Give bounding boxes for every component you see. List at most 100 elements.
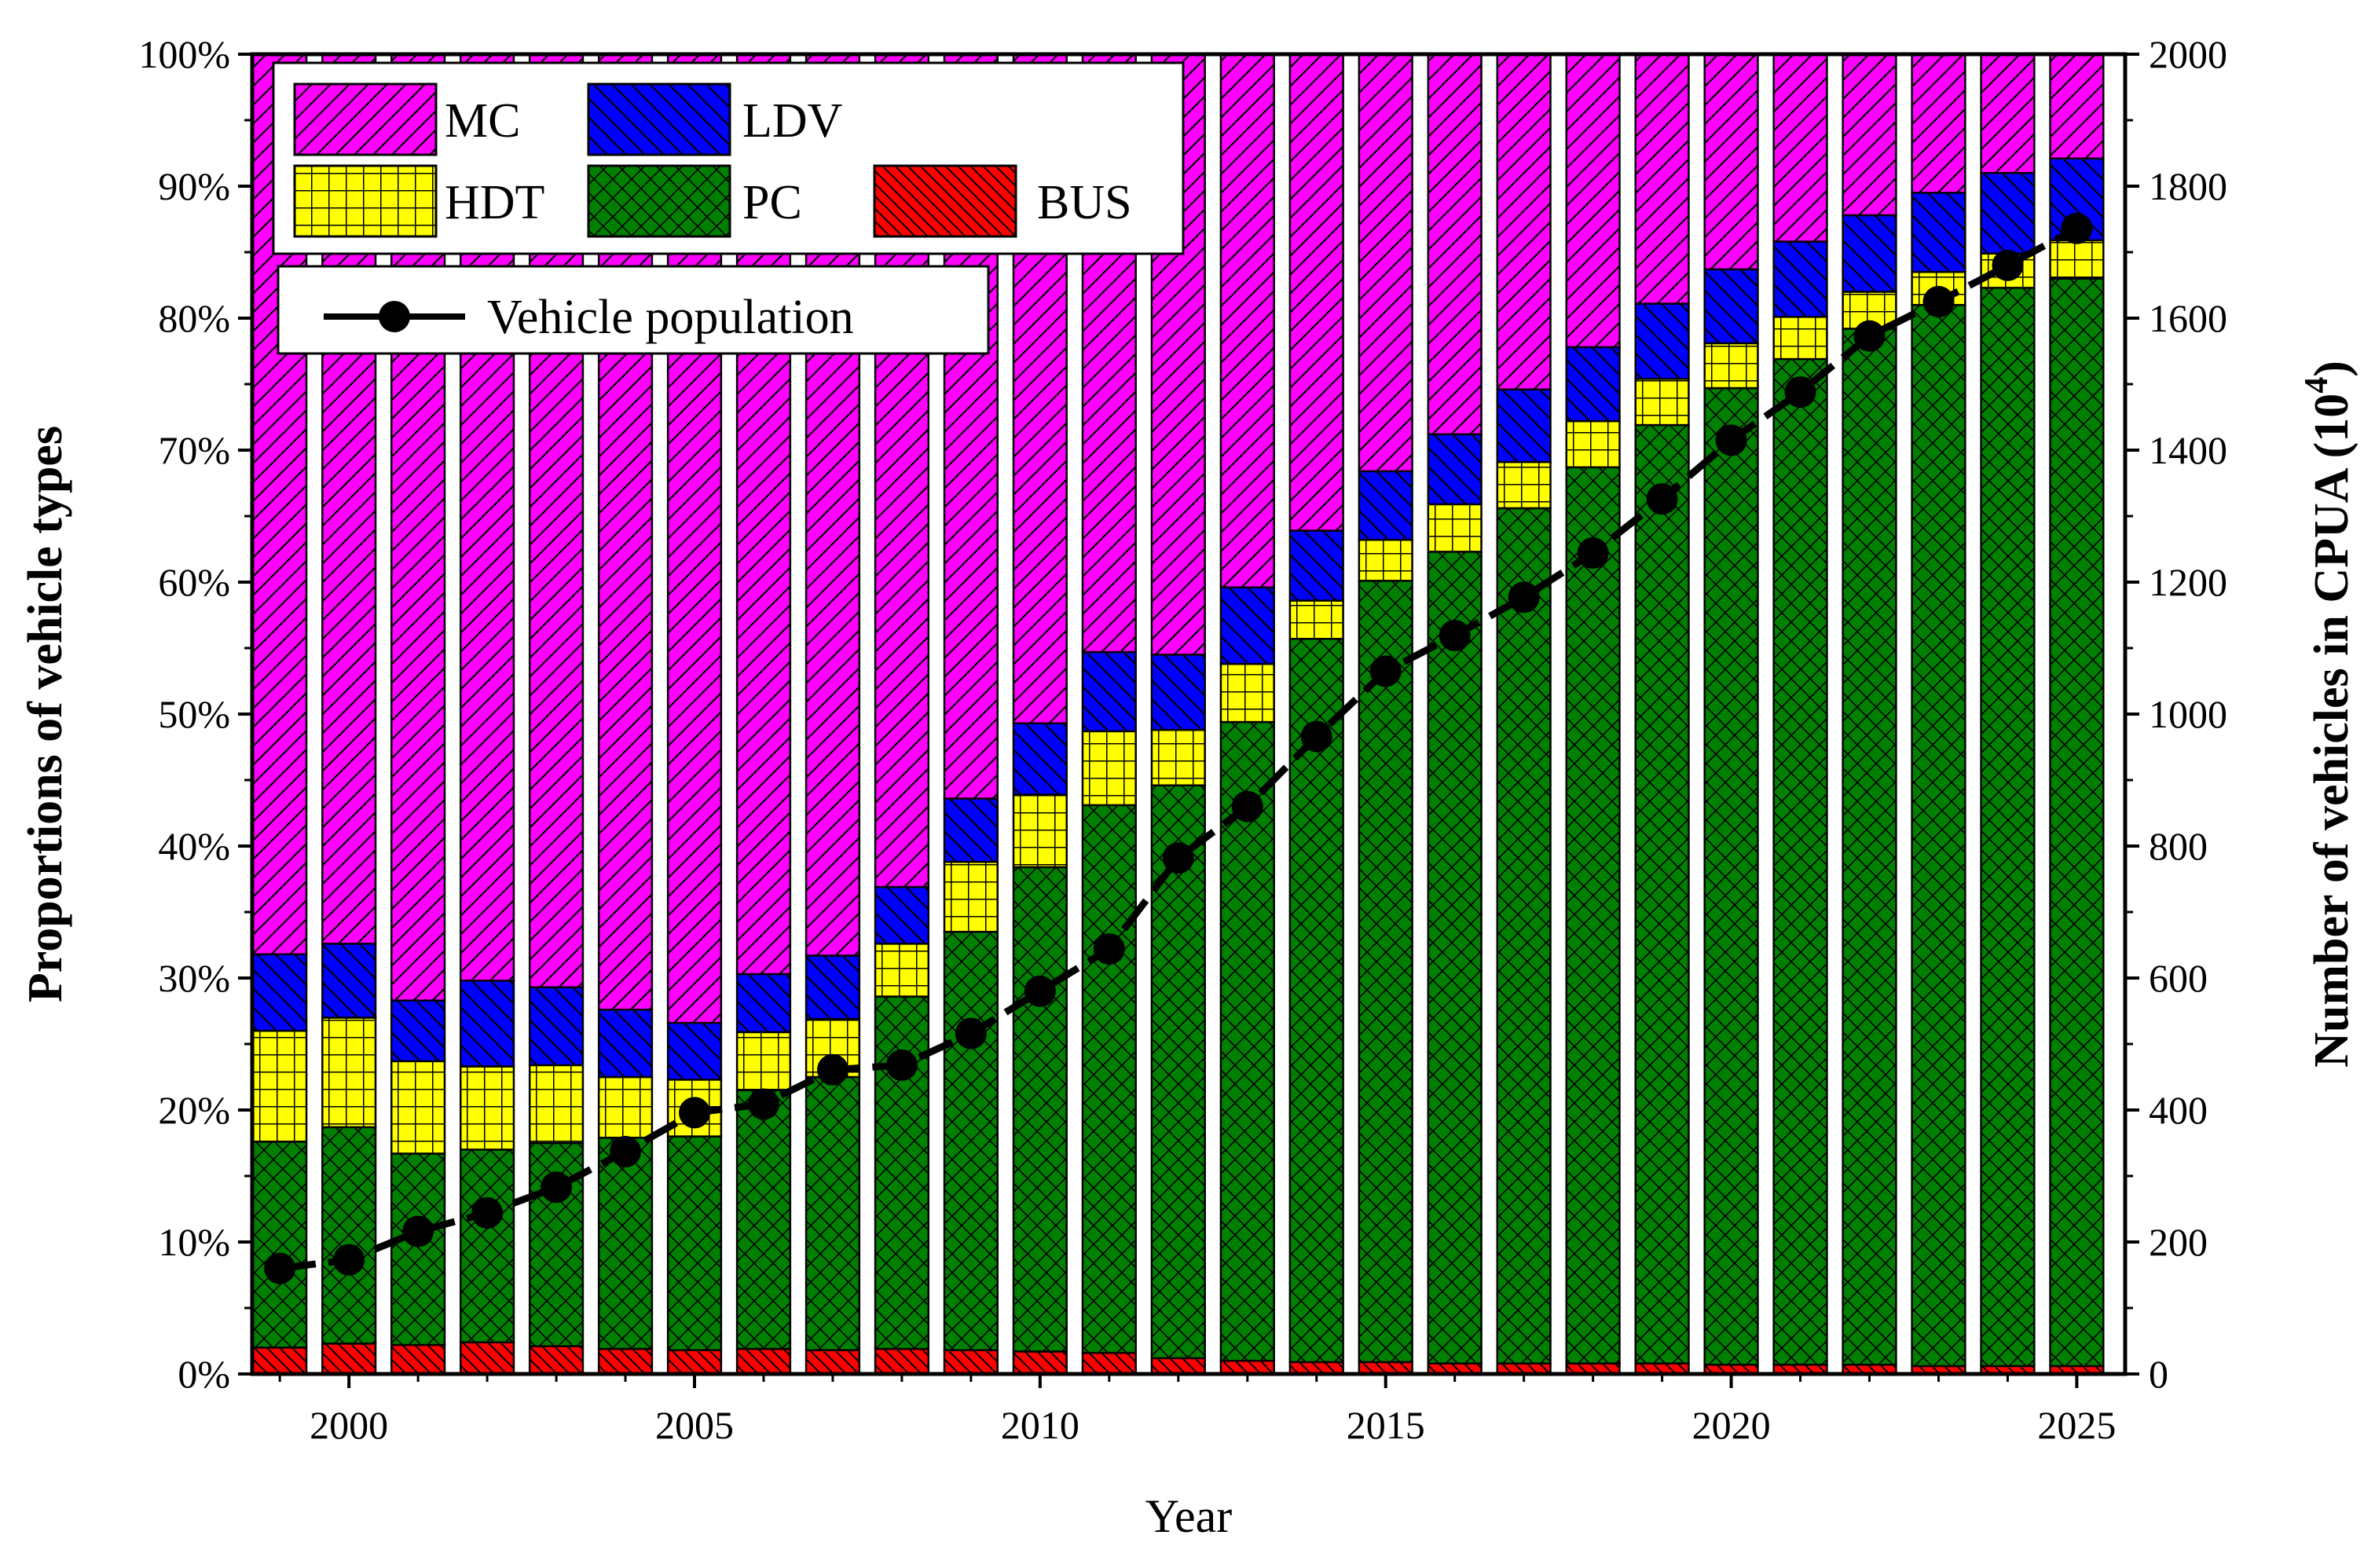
- y2-tick-label: 0: [2149, 1352, 2168, 1396]
- bar-ldv-2020: [1703, 268, 1759, 345]
- vehicle-population-point-2019: [1646, 483, 1678, 515]
- bar-ldv-2023: [1911, 192, 1966, 273]
- bar-hdt-2012: [1150, 728, 1206, 786]
- bar-bus-2003: [528, 1345, 585, 1376]
- legend-label-bus: BUS: [1037, 176, 1132, 229]
- bar-hdt-2000: [321, 1017, 377, 1129]
- vehicle-population-point-2006: [747, 1088, 779, 1120]
- vehicle-population-point-2003: [541, 1171, 573, 1203]
- vehicle-population-point-2021: [1784, 376, 1816, 408]
- x-tick-label: 2005: [655, 1403, 734, 1447]
- bar-hdt-2006: [735, 1031, 792, 1092]
- bar-pc-2007: [804, 1075, 861, 1352]
- bar-bus-2006: [735, 1347, 792, 1376]
- bar-bus-2004: [597, 1347, 654, 1376]
- vehicle-population-point-2002: [471, 1197, 504, 1229]
- bar-mc-2017: [1496, 53, 1552, 390]
- bar-hdt-2009: [943, 860, 999, 933]
- bar-hdt-2013: [1219, 662, 1275, 724]
- y2-tick-label: 800: [2149, 824, 2208, 868]
- bar-ldv-2014: [1288, 529, 1344, 602]
- bar-bus-2013: [1219, 1359, 1275, 1376]
- legend-marker-sample: [379, 301, 410, 332]
- legend-label-hdt: HDT: [445, 176, 544, 229]
- bar-pc-2015: [1358, 580, 1413, 1364]
- bar-ldv-2021: [1772, 240, 1828, 318]
- y2-tick-label: 1600: [2149, 296, 2227, 340]
- bar-hdt-2014: [1288, 599, 1344, 640]
- bar-ldv-2004: [597, 1009, 654, 1079]
- bar-pc-2006: [735, 1089, 792, 1350]
- y2-tick-label: 1200: [2149, 560, 2227, 604]
- bar-ldv-2006: [735, 973, 792, 1034]
- y2-tick-label: 200: [2149, 1220, 2208, 1264]
- bar-ldv-2010: [1012, 722, 1068, 796]
- bar-hdt-2015: [1358, 538, 1413, 582]
- vehicle-population-point-2020: [1715, 424, 1747, 456]
- bar-hdt-2018: [1565, 419, 1621, 469]
- bar-pc-2009: [943, 930, 999, 1352]
- y2-tick-label: 1000: [2149, 692, 2227, 736]
- bar-pc-2018: [1565, 466, 1621, 1365]
- bar-mc-2025: [2049, 53, 2105, 159]
- bar-ldv-2018: [1565, 346, 1621, 423]
- bar-ldv-2013: [1219, 586, 1275, 665]
- bar-pc-2002: [459, 1149, 515, 1343]
- bar-pc-2001: [390, 1152, 446, 1346]
- bar-ldv-2012: [1150, 654, 1206, 731]
- bar-pc-2016: [1427, 551, 1483, 1365]
- legend-swatch-ldv: [587, 82, 731, 156]
- bar-hdt-2021: [1772, 316, 1828, 361]
- bar-pc-2004: [597, 1137, 654, 1350]
- bar-bus-2012: [1150, 1357, 1206, 1376]
- x-tick-label: 2020: [1692, 1403, 1771, 1447]
- bar-ldv-2008: [874, 885, 930, 945]
- y-tick-label: 60%: [158, 560, 230, 604]
- bar-mc-2023: [1911, 53, 1966, 194]
- bar-bus-2008: [874, 1347, 930, 1376]
- y-tick-label: 80%: [158, 296, 230, 340]
- axis-ticks: 0% 10% 20% 30% 40% 50% 60% 70% 80% 90% 100% 0 200 400…: [138, 32, 2227, 1447]
- bar-ldv-2011: [1081, 650, 1137, 733]
- vehicle-population-point-2023: [1922, 286, 1955, 317]
- vehicle-population-point-2008: [885, 1049, 918, 1081]
- bar-ldv-2009: [943, 797, 999, 863]
- bar-hdt-2002: [459, 1065, 515, 1151]
- y2-axis-title-exponent: 4: [2299, 377, 2335, 394]
- bar-pc-2024: [1980, 287, 2036, 1368]
- vehicle-population-series: [264, 212, 2093, 1284]
- bar-mc-2019: [1634, 53, 1690, 305]
- y-axis-title: Proportions of vehicle types: [19, 426, 72, 1002]
- vehicle-population-point-2014: [1300, 720, 1332, 753]
- vehicle-population-point-2024: [1992, 249, 2024, 281]
- bar-ldv-2016: [1427, 433, 1483, 506]
- legend-swatch-pc: [587, 164, 731, 238]
- bar-mc-2021: [1772, 53, 1828, 243]
- bar-pc-2025: [2049, 277, 2105, 1368]
- bar-ldv-2001: [390, 999, 446, 1063]
- vehicle-population-point-2016: [1439, 620, 1471, 652]
- y-tick-label: 90%: [158, 164, 230, 208]
- bar-ldv-2000: [321, 943, 377, 1019]
- bar-bus-1999: [252, 1346, 308, 1376]
- bar-mc-2024: [1980, 53, 2036, 174]
- bar-ldv-2019: [1634, 302, 1690, 380]
- x-tick-label: 2010: [1001, 1403, 1079, 1447]
- vehicle-population-point-2010: [1024, 975, 1056, 1007]
- vehicle-population-point-2007: [816, 1053, 848, 1086]
- legend: MC LDV HDT PC BUS Vehicle population: [272, 61, 1185, 355]
- bar-pc-2023: [1911, 303, 1966, 1368]
- bar-pc-2013: [1219, 720, 1275, 1362]
- vehicle-population-point-2012: [1162, 842, 1194, 874]
- x-tick-label: 2015: [1347, 1403, 1425, 1447]
- bar-pc-2010: [1012, 866, 1068, 1353]
- bar-pc-1999: [252, 1141, 308, 1349]
- bar-hdt-2017: [1496, 460, 1552, 510]
- vehicle-population-point-2009: [955, 1017, 987, 1050]
- y-tick-label: 30%: [158, 956, 230, 1000]
- vehicle-population-point-2025: [2061, 212, 2093, 244]
- bar-ldv-2002: [459, 980, 515, 1068]
- bar-mc-2018: [1565, 53, 1621, 349]
- bar-hdt-2011: [1081, 730, 1137, 807]
